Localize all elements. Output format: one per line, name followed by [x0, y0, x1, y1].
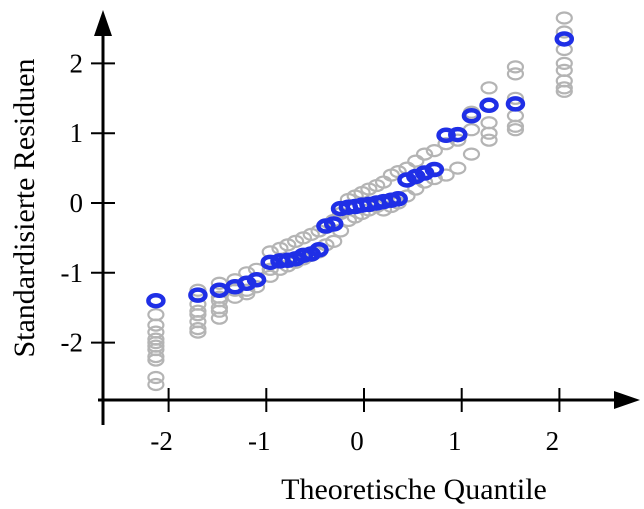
observed-point [260, 254, 280, 271]
observed-point [554, 31, 575, 47]
simulated-point [325, 234, 343, 248]
simulated-point [506, 123, 525, 137]
simulated-point [210, 304, 229, 318]
simulated-point [506, 60, 525, 74]
x-tick-label: 0 [350, 426, 364, 456]
simulated-point [210, 311, 229, 325]
x-axis-ticks: -2 -1 0 1 2 [150, 388, 561, 456]
y-tick-label: 1 [70, 118, 84, 148]
simulated-point [147, 370, 165, 385]
simulated-point [555, 56, 573, 71]
simulated-point [407, 154, 425, 168]
observed-points [146, 31, 575, 309]
observed-point [388, 191, 408, 207]
y-tick-label: 2 [70, 48, 84, 78]
simulated-point [189, 308, 207, 322]
simulated-point [506, 109, 525, 123]
simulated-point [189, 322, 207, 336]
observed-point [309, 242, 329, 258]
observed-point [505, 96, 526, 112]
simulated-point [425, 144, 443, 158]
y-axis-arrow-icon [94, 10, 112, 36]
simulated-point [415, 147, 434, 161]
observed-point [188, 287, 208, 303]
simulated-point [555, 63, 573, 77]
simulated-point [147, 336, 165, 350]
simulated-point [147, 318, 165, 332]
observed-point [461, 108, 482, 124]
x-tick-label: -1 [248, 426, 271, 456]
observed-point [436, 127, 456, 144]
simulated-point [449, 161, 467, 175]
x-axis-arrow-icon [614, 391, 640, 409]
simulated-point [555, 81, 573, 95]
simulated-point [147, 349, 165, 364]
observed-point [209, 282, 230, 298]
simulated-point [480, 116, 498, 130]
y-axis-ticks: -2 -1 0 1 2 [61, 48, 115, 358]
y-tick-label: 0 [70, 188, 84, 218]
x-axis-title: Theoretische Quantile [281, 473, 547, 506]
y-axis-title: Standardisierte Residuen [8, 58, 41, 357]
simulated-point [480, 81, 498, 95]
simulated-point [555, 11, 573, 25]
simulated-point [480, 126, 498, 140]
simulated-point [555, 25, 573, 39]
observed-point [424, 161, 445, 178]
simulated-point [261, 262, 279, 276]
y-tick-label: -2 [61, 328, 84, 358]
simulated-point [506, 119, 525, 133]
x-tick-label: 1 [448, 426, 462, 456]
simulated-point [189, 325, 207, 339]
simulated-point [462, 147, 481, 161]
observed-point [146, 292, 166, 309]
observed-point [246, 272, 267, 288]
simulated-point [555, 74, 573, 88]
observed-point [479, 97, 499, 114]
x-tick-label: 2 [546, 426, 560, 456]
simulated-point [506, 67, 525, 81]
simulated-point [506, 91, 525, 105]
observed-point [323, 216, 344, 232]
simulated-point [147, 377, 165, 392]
x-tick-label: -2 [150, 426, 173, 456]
simulated-point [147, 353, 165, 367]
simulated-point [480, 133, 498, 147]
simulated-point [147, 308, 165, 322]
y-tick-label: -1 [61, 258, 84, 288]
observed-point [448, 126, 468, 143]
